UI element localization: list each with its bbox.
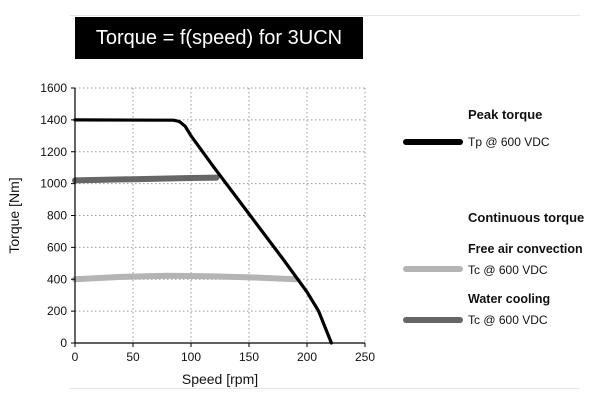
x-tick-label-50: 50 (126, 350, 140, 364)
legend-free-air-label: Tc @ 600 VDC (468, 263, 548, 277)
grid (75, 87, 366, 343)
legend-free-air-heading: Free air convection (468, 242, 583, 256)
series-continuous-water-cooling (72, 174, 220, 184)
bottom-rule (70, 388, 580, 389)
x-tick-label-150: 150 (239, 350, 259, 364)
legend-water-heading: Water cooling (468, 292, 551, 306)
series-peak-torque (73, 118, 333, 345)
x-tick-label-0: 0 (72, 350, 79, 364)
tick-labels: 0 50 100 150 200 250 0 200 400 600 800 1000 1200 1400… (40, 81, 375, 364)
y-tick-label-1200: 1200 (40, 145, 67, 159)
x-axis-label: Speed [rpm] (182, 371, 258, 387)
legend-peak-heading: Peak torque (468, 107, 543, 122)
x-tick-label-100: 100 (181, 350, 201, 364)
y-axis-label: Torque [Nm] (6, 177, 22, 253)
legend-free-air-line (403, 266, 463, 272)
x-tick-label-250: 250 (355, 350, 375, 364)
legend-continuous-heading: Continuous torque (468, 210, 585, 225)
legend: Peak torque Tp @ 600 VDC Continuous torq… (398, 0, 600, 400)
y-tick-label-800: 800 (47, 209, 67, 223)
chart-title: Torque = f(speed) for 3UCN (75, 17, 363, 59)
y-tick-label-1400: 1400 (40, 113, 67, 127)
y-tick-label-1000: 1000 (40, 177, 67, 191)
legend-water-line (403, 317, 463, 323)
legend-water-label: Tc @ 600 VDC (468, 313, 548, 327)
y-tick-label-200: 200 (47, 304, 67, 318)
x-tick-label-200: 200 (297, 350, 317, 364)
top-rule (70, 15, 580, 16)
y-tick-label-1600: 1600 (40, 81, 67, 95)
series-continuous-free-air (72, 272, 299, 283)
y-tick-label-400: 400 (47, 272, 67, 286)
axes (71, 87, 366, 347)
legend-peak-label: Tp @ 600 VDC (468, 135, 550, 149)
series-lines (72, 118, 333, 345)
legend-peak-line (403, 139, 463, 145)
y-tick-label-0: 0 (60, 336, 67, 350)
y-tick-label-600: 600 (47, 240, 67, 254)
